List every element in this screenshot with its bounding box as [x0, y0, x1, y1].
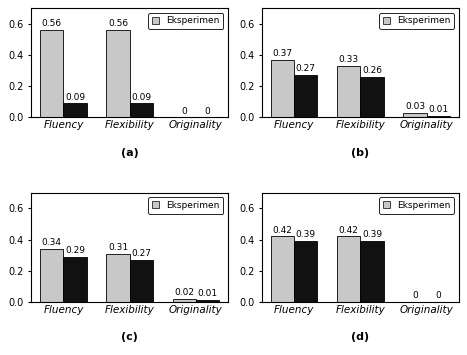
Text: (d): (d) [351, 332, 369, 343]
Text: (c): (c) [121, 332, 138, 343]
Text: 0.27: 0.27 [131, 249, 151, 258]
Text: 0.37: 0.37 [273, 49, 293, 58]
Legend: Eksperimen: Eksperimen [379, 13, 454, 29]
Text: 0: 0 [412, 291, 418, 300]
Text: 0.09: 0.09 [131, 93, 151, 102]
Legend: Eksperimen: Eksperimen [149, 13, 223, 29]
Text: 0.34: 0.34 [42, 238, 62, 247]
Text: 0.31: 0.31 [108, 243, 128, 252]
Bar [294, 241, 318, 302]
Text: 0: 0 [435, 291, 441, 300]
Text: 0.27: 0.27 [296, 65, 316, 73]
Legend: Eksperimen: Eksperimen [149, 197, 223, 213]
Text: (a): (a) [121, 148, 139, 158]
Bar [64, 103, 86, 118]
Text: 0.33: 0.33 [339, 55, 359, 64]
Bar [403, 113, 426, 118]
Text: 0.26: 0.26 [362, 66, 382, 75]
Bar [337, 66, 361, 118]
Bar [64, 257, 86, 302]
Bar [130, 260, 153, 302]
Text: 0.09: 0.09 [65, 93, 85, 102]
Bar [106, 253, 130, 302]
Bar [361, 241, 383, 302]
Text: 0.39: 0.39 [296, 230, 316, 239]
Text: 0.02: 0.02 [174, 288, 194, 297]
Bar [40, 249, 64, 302]
Text: 0.56: 0.56 [108, 19, 128, 28]
Bar [106, 30, 130, 118]
Text: 0.01: 0.01 [428, 105, 448, 114]
Text: 0: 0 [181, 106, 187, 116]
Bar [196, 300, 219, 302]
Bar [294, 75, 318, 118]
Bar [337, 236, 361, 302]
Bar [361, 77, 383, 118]
Text: 0.42: 0.42 [339, 225, 359, 235]
Bar [271, 60, 294, 118]
Bar [271, 236, 294, 302]
Text: 0.56: 0.56 [42, 19, 62, 28]
Text: 0.01: 0.01 [198, 289, 218, 299]
Text: (b): (b) [351, 148, 369, 158]
Bar [426, 116, 450, 118]
Text: 0.29: 0.29 [65, 246, 85, 255]
Bar [40, 30, 64, 118]
Bar [130, 103, 153, 118]
Bar [173, 299, 196, 302]
Text: 0.39: 0.39 [362, 230, 382, 239]
Legend: Eksperimen: Eksperimen [379, 197, 454, 213]
Text: 0: 0 [205, 106, 210, 116]
Text: 0.42: 0.42 [273, 225, 292, 235]
Text: 0.03: 0.03 [405, 102, 425, 111]
